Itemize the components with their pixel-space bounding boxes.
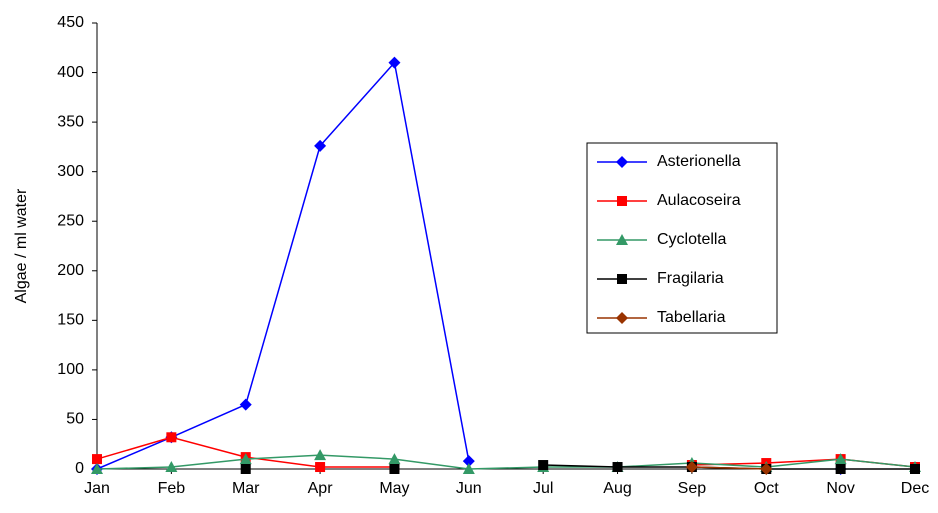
x-tick-label: Sep [678,480,707,497]
y-tick-label: 350 [57,113,84,130]
marker [462,455,475,468]
y-tick-label: 300 [57,163,84,180]
x-tick-label: Jan [84,480,110,497]
marker [315,462,326,473]
legend-label: Asterionella [657,153,741,170]
x-tick-label: Feb [158,480,186,497]
legend-label: Fragilaria [657,270,724,287]
x-tick-label: Dec [901,480,929,497]
marker [685,461,698,474]
series-line [691,466,767,470]
legend-label: Aulacoseira [657,192,741,209]
marker [616,234,628,245]
marker [616,156,628,168]
legend-box [586,142,778,334]
x-tick-label: Jul [533,480,553,497]
marker [239,398,252,411]
y-tick-label: 0 [75,460,84,477]
series-line [96,454,916,470]
marker [835,464,846,474]
marker [240,464,251,474]
marker [538,460,549,471]
marker [239,453,252,465]
marker [834,453,847,465]
x-tick-label: May [379,480,409,497]
marker [314,139,327,152]
y-tick-label: 100 [57,361,84,378]
y-tick-label: 50 [66,411,84,428]
marker [388,56,401,69]
x-tick-label: Oct [754,480,779,497]
marker [612,462,623,473]
marker [314,449,327,461]
legend-label: Tabellaria [657,309,726,326]
marker [165,461,178,473]
marker [760,463,773,475]
marker [388,453,401,465]
y-tick-label: 150 [57,312,84,329]
marker [910,464,920,474]
marker [617,274,627,284]
x-tick-label: Mar [232,480,260,497]
x-tick-label: Aug [603,480,631,497]
x-tick-label: Jun [456,480,482,497]
marker [92,454,102,465]
y-tick-label: 450 [57,14,84,31]
marker [166,432,177,443]
y-axis-label: Algae / ml water [13,188,30,303]
marker [616,312,628,324]
marker [389,464,400,474]
x-tick-label: Nov [826,480,854,497]
marker [91,463,103,474]
marker [462,463,475,474]
y-tick-label: 250 [57,212,84,229]
x-tick-label: Apr [308,480,334,497]
legend-label: Cyclotella [657,231,726,248]
y-tick-label: 200 [57,262,84,279]
marker [617,196,627,206]
y-tick-label: 400 [57,64,84,81]
